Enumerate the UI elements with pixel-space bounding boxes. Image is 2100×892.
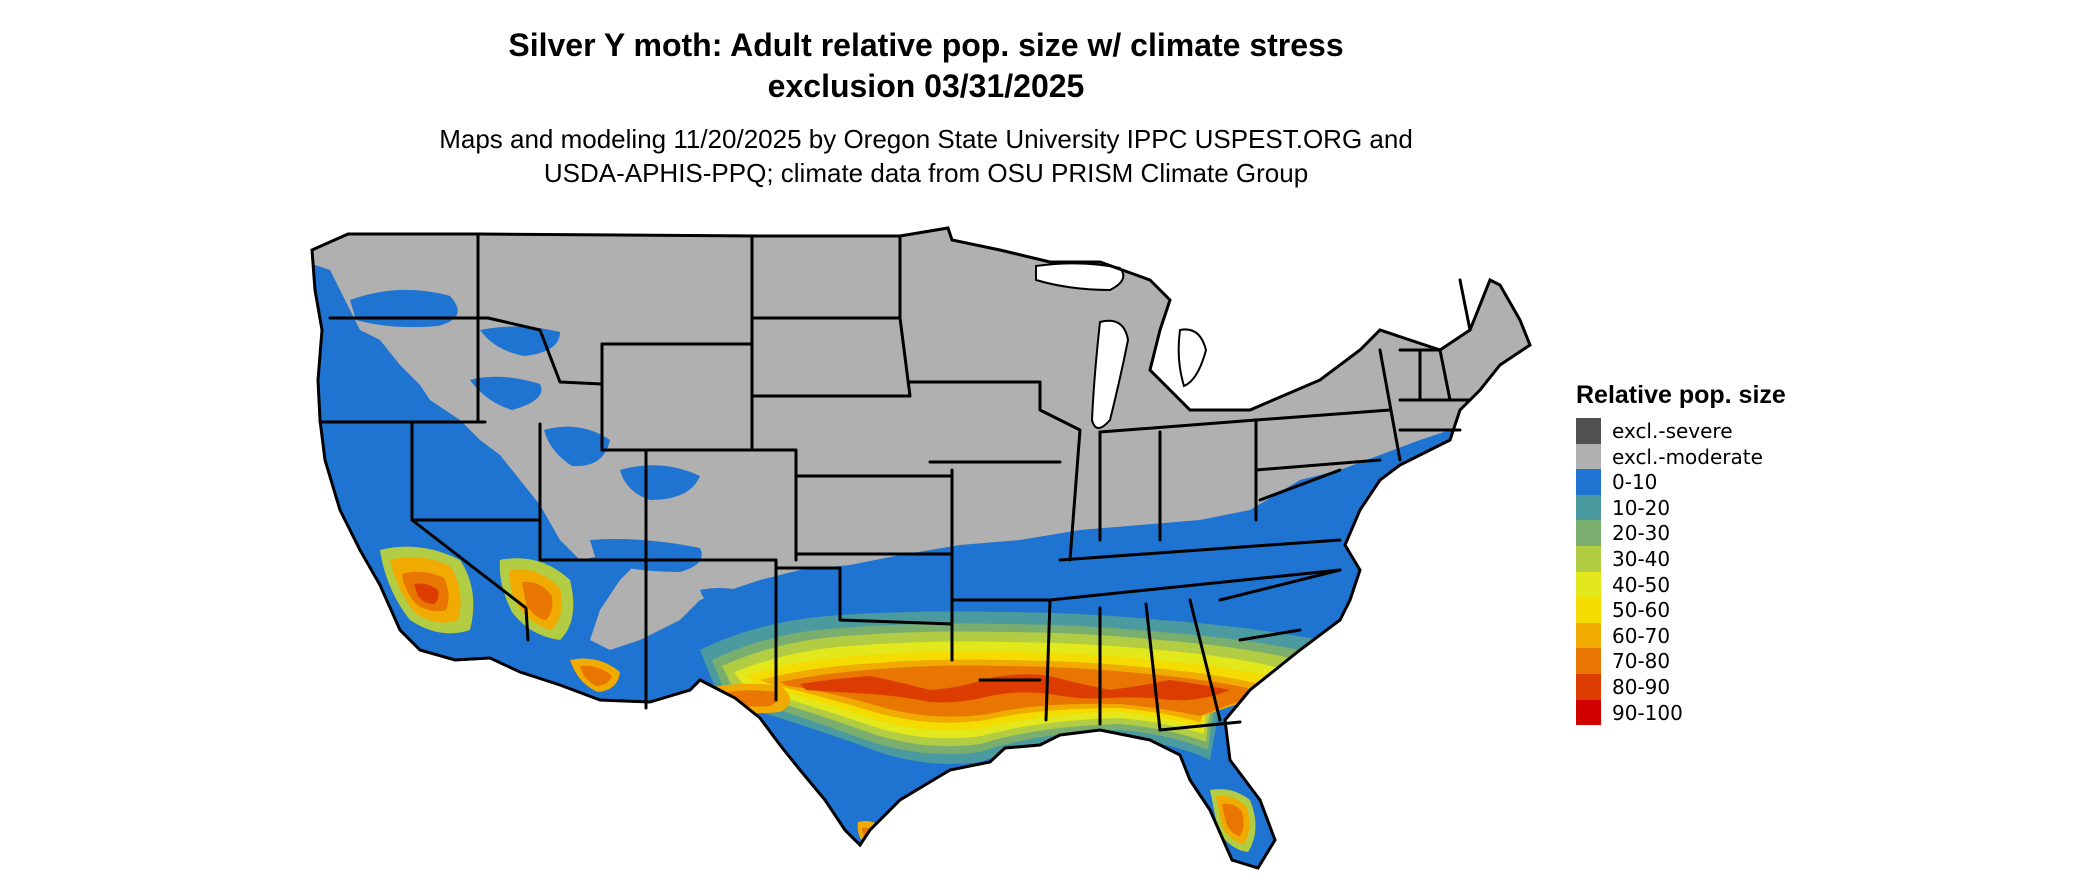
legend-label: excl.-moderate <box>1612 444 1763 469</box>
legend-item: 50-60 <box>1576 597 1876 623</box>
legend-label: 50-60 <box>1612 598 1671 623</box>
legend-label: 20-30 <box>1612 521 1671 546</box>
legend-swatch <box>1576 699 1601 726</box>
legend-swatch <box>1576 469 1601 495</box>
legend-item: 40-50 <box>1576 571 1876 598</box>
legend-item: 30-40 <box>1576 546 1876 572</box>
legend-title: Relative pop. size <box>1576 381 1786 409</box>
legend-item: 60-70 <box>1576 622 1876 649</box>
legend-swatch <box>1576 571 1601 598</box>
legend-item: 80-90 <box>1576 674 1876 700</box>
legend-swatch <box>1576 520 1601 546</box>
legend-item: 10-20 <box>1576 494 1876 521</box>
legend-item: 0-10 <box>1576 469 1876 495</box>
legend-swatch <box>1576 418 1601 444</box>
us-population-map <box>310 226 1532 870</box>
legend-item: 20-30 <box>1576 520 1876 546</box>
legend-label: excl.-severe <box>1612 419 1733 443</box>
legend-swatch <box>1576 622 1601 649</box>
legend-label: 70-80 <box>1612 649 1671 674</box>
legend-item: 90-100 <box>1576 699 1876 726</box>
legend-swatch <box>1576 546 1601 572</box>
legend-label: 10-20 <box>1612 495 1671 520</box>
map-title-line-2: exclusion 03/31/2025 <box>767 68 1085 104</box>
legend-swatch <box>1576 443 1601 470</box>
legend: Relative pop. size excl.-severe excl.-mod… <box>1576 380 1916 740</box>
map-subtitle-line-1: Maps and modeling 11/20/2025 by Oregon S… <box>439 124 1413 154</box>
legend-swatch <box>1576 597 1601 623</box>
map-title-line-1: Silver Y moth: Adult relative pop. size … <box>508 27 1344 63</box>
legend-label: 60-70 <box>1612 623 1671 648</box>
legend-swatch <box>1576 648 1601 674</box>
legend-label: 40-50 <box>1612 572 1671 597</box>
map-subtitle-line-2: USDA-APHIS-PPQ; climate data from OSU PR… <box>543 158 1309 188</box>
legend-item: excl.-severe <box>1576 418 1876 444</box>
legend-label: 80-90 <box>1612 675 1671 699</box>
legend-label: 90-100 <box>1612 700 1683 725</box>
legend-item: 70-80 <box>1576 648 1876 674</box>
legend-swatch <box>1576 674 1601 700</box>
legend-item: excl.-moderate <box>1576 443 1876 470</box>
legend-label: 0-10 <box>1612 470 1658 495</box>
legend-label: 30-40 <box>1612 547 1671 571</box>
legend-swatch <box>1576 494 1601 521</box>
